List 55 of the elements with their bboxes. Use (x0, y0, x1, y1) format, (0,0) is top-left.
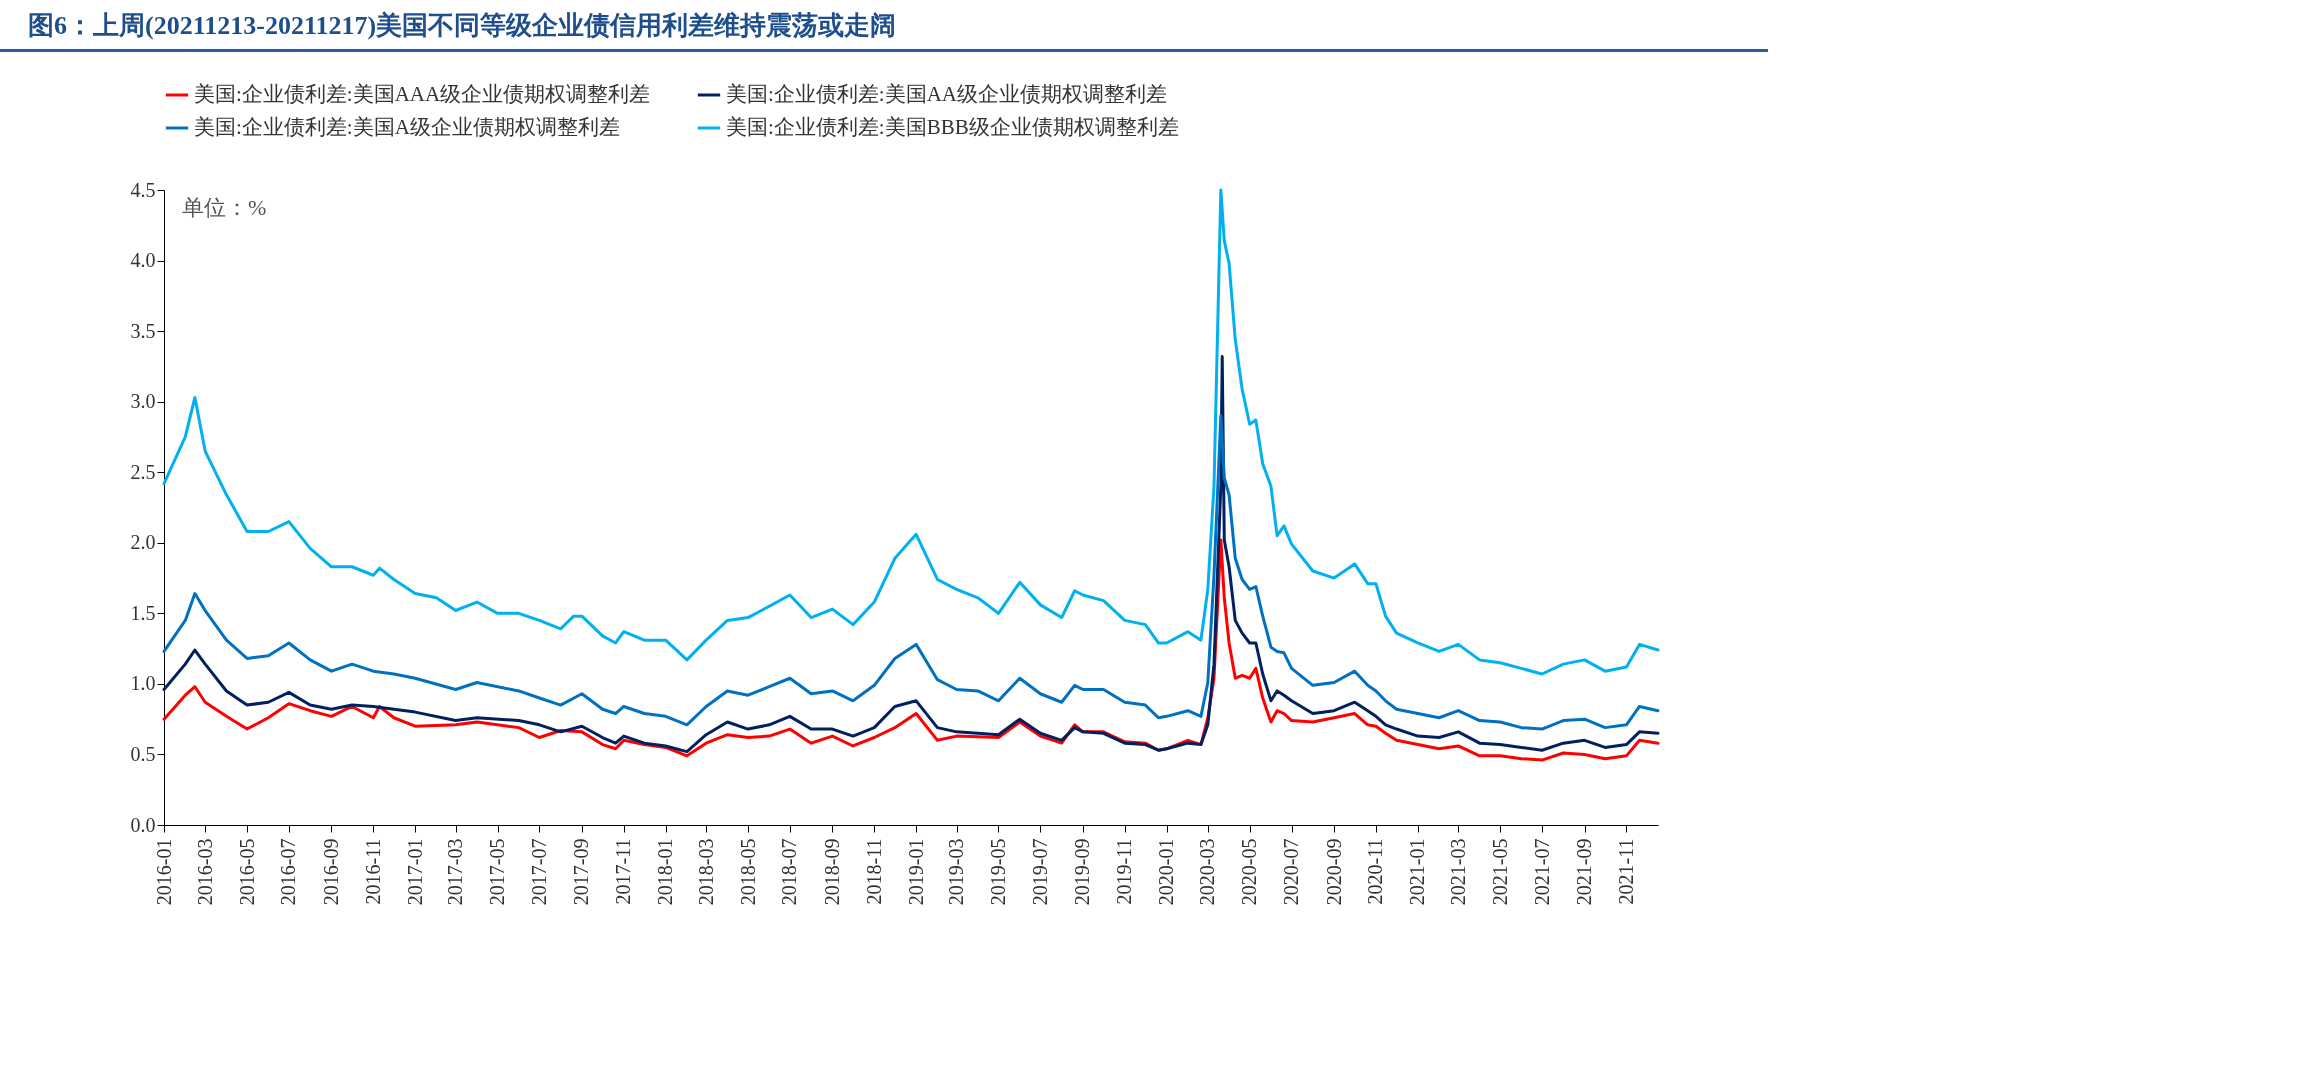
legend-label: 美国:企业债利差:美国A级企业债期权调整利差 (194, 115, 620, 139)
x-tick-label: 2019-11 (1113, 838, 1136, 905)
x-tick-label: 2020-05 (1238, 838, 1261, 906)
x-tick-label: 2016-01 (152, 838, 175, 906)
x-tick-label: 2018-05 (736, 838, 759, 906)
y-tick-label: 3.0 (130, 390, 156, 413)
x-tick-label: 2021-01 (1406, 838, 1429, 906)
x-tick-label: 2019-01 (904, 838, 927, 906)
x-tick-label: 2018-07 (778, 838, 801, 906)
y-tick-label: 1.5 (130, 601, 156, 624)
y-tick-label: 1.0 (130, 672, 156, 695)
x-tick-label: 2017-05 (486, 838, 509, 906)
x-tick-label: 2018-01 (654, 838, 677, 906)
x-tick-label: 2021-05 (1488, 838, 1511, 906)
y-tick-label: 2.0 (130, 531, 156, 554)
y-tick-label: 4.5 (130, 178, 156, 201)
x-tick-label: 2020-03 (1196, 838, 1219, 906)
x-tick-label: 2020-07 (1280, 838, 1303, 906)
line-series (162, 355, 1660, 754)
y-tick-label: 0.0 (130, 813, 156, 836)
legend-label: 美国:企业债利差:美国AAA级企业债期权调整利差 (194, 82, 651, 106)
x-tick-label: 2021-07 (1530, 838, 1553, 906)
x-tick-label: 2019-03 (945, 838, 968, 906)
x-tick-label: 2016-09 (319, 838, 342, 906)
line-series (162, 188, 1660, 676)
x-tick-label: 2020-01 (1155, 838, 1178, 906)
annotation: 单位：% (182, 195, 267, 220)
x-tick-label: 2017-11 (612, 838, 635, 905)
x-tick-label: 2020-09 (1322, 838, 1345, 906)
x-tick-label: 2018-11 (862, 838, 885, 905)
x-tick-label: 2017-03 (444, 838, 467, 906)
x-tick-label: 2016-05 (235, 838, 258, 906)
legend-label: 美国:企业债利差:美国BBB级企业债期权调整利差 (726, 115, 1179, 139)
x-tick-label: 2019-09 (1071, 838, 1094, 906)
x-tick-label: 2021-11 (1614, 838, 1637, 905)
line-series (162, 414, 1660, 731)
x-tick-label: 2016-07 (277, 838, 300, 906)
x-tick-label: 2021-03 (1446, 838, 1469, 906)
x-tick-label: 2019-05 (987, 838, 1009, 906)
y-tick-label: 0.5 (130, 742, 156, 765)
x-tick-label: 2017-01 (403, 838, 426, 906)
y-tick-label: 4.0 (130, 249, 156, 272)
x-tick-label: 2016-11 (361, 838, 384, 905)
x-tick-label: 2018-03 (694, 838, 717, 906)
legend-label: 美国:企业债利差:美国AA级企业债期权调整利差 (726, 82, 1167, 106)
x-tick-label: 2017-09 (570, 838, 593, 906)
y-tick-label: 3.5 (130, 319, 156, 342)
x-tick-label: 2017-07 (527, 838, 550, 906)
x-tick-label: 2019-07 (1028, 838, 1051, 906)
x-tick-label: 2018-09 (820, 838, 843, 906)
x-tick-label: 2020-11 (1364, 838, 1387, 905)
chart-title: 图6：上周(20211213-20211217)美国不同等级企业债信用利差维持震荡或走阔 (0, 0, 1768, 52)
y-tick-label: 2.5 (130, 460, 156, 483)
x-tick-label: 2021-09 (1573, 838, 1596, 906)
x-tick-label: 2016-03 (193, 838, 216, 906)
